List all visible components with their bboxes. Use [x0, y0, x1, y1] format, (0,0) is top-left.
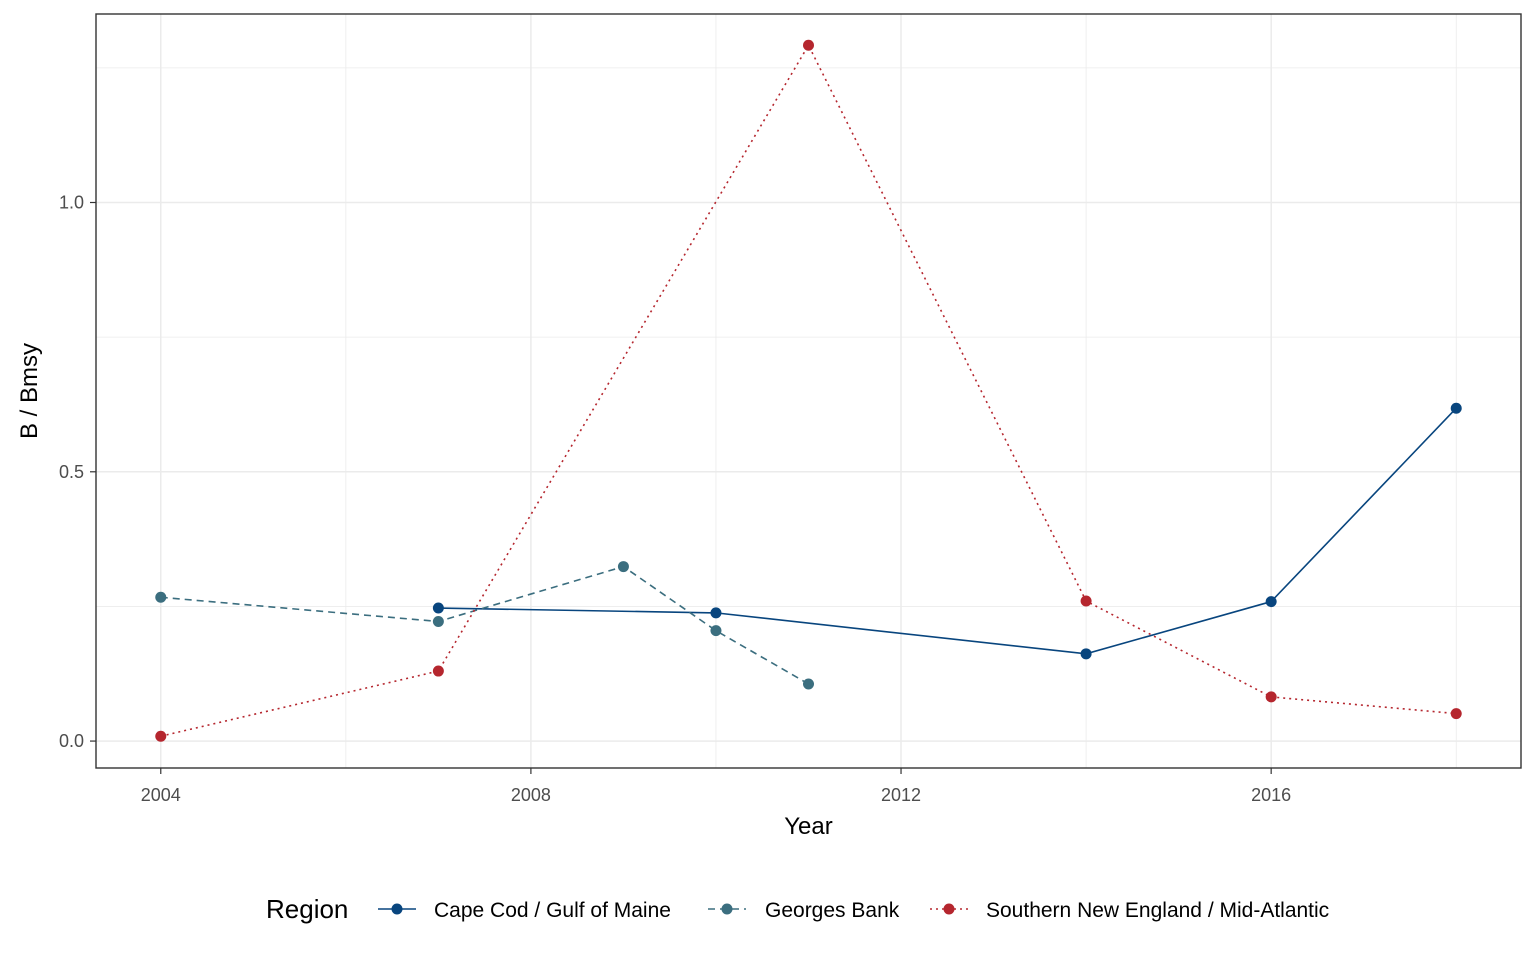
y-tick-label: 0.5 — [59, 462, 84, 482]
data-point — [1080, 595, 1092, 607]
grid-layer — [96, 14, 1521, 768]
legend-key-point — [721, 903, 733, 915]
x-tick-label: 2008 — [511, 785, 551, 805]
y-tick-label: 0.0 — [59, 731, 84, 751]
data-point — [1450, 402, 1462, 414]
legend-label: Georges Bank — [765, 899, 900, 922]
legend-label: Southern New England / Mid-Atlantic — [986, 899, 1329, 922]
x-axis-title: Year — [784, 813, 833, 840]
x-tick-label: 2004 — [141, 785, 181, 805]
data-point — [432, 665, 444, 677]
series-line — [160, 43, 1457, 738]
axis-layer: 2004 2008 2012 2016 0.0 0.5 1.0 — [59, 193, 1291, 806]
x-tick-label: 2012 — [881, 785, 921, 805]
data-point — [617, 561, 629, 573]
x-tick-label: 2016 — [1251, 785, 1291, 805]
legend: Region Cape Cod / Gulf of Maine Georges B… — [266, 894, 1329, 924]
data-point — [1080, 648, 1092, 660]
data-point — [432, 602, 444, 614]
panel-border — [95, 13, 1522, 769]
legend-label: Cape Cod / Gulf of Maine — [434, 899, 671, 922]
data-point — [155, 730, 167, 742]
data-point — [710, 625, 722, 637]
data-point — [1450, 708, 1462, 720]
data-point — [432, 616, 444, 628]
data-point — [155, 591, 167, 603]
data-point — [1265, 691, 1277, 703]
data-point — [803, 678, 814, 690]
data-point — [710, 607, 722, 619]
data-point — [1265, 596, 1277, 608]
data-point — [803, 39, 814, 51]
y-axis-title: B / Bmsy — [16, 343, 43, 439]
legend-key-point — [943, 903, 955, 915]
y-tick-label: 1.0 — [59, 193, 84, 213]
series-layer — [155, 39, 1462, 742]
legend-key-point — [391, 903, 403, 915]
legend-title: Region — [266, 894, 348, 924]
